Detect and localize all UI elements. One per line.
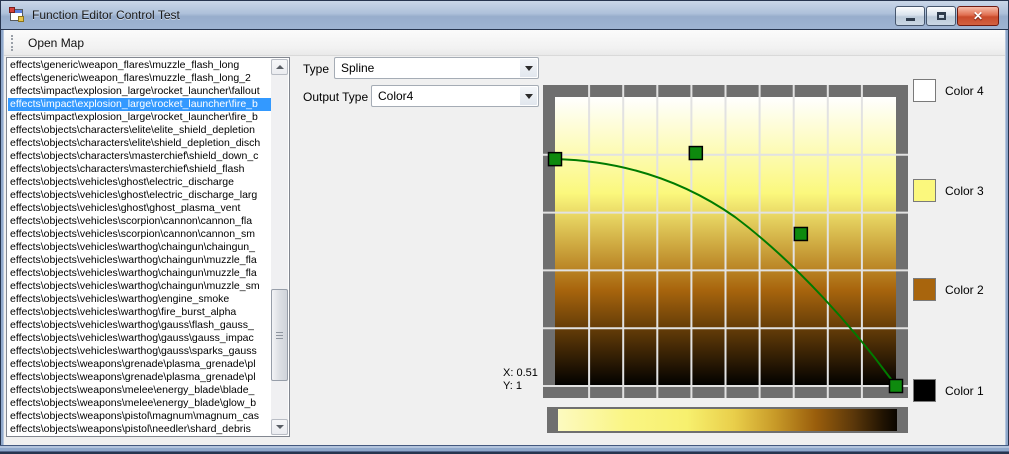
list-item[interactable]: effects\objects\characters\elite\elite_s… [10, 124, 255, 136]
list-item[interactable]: effects\impact\explosion_large\rocket_la… [8, 98, 271, 111]
list-item[interactable]: effects\impact\explosion_large\rocket_la… [10, 111, 258, 123]
window-border-bottom [0, 445, 1009, 454]
type-label: Type [303, 62, 330, 76]
window-border-right [1005, 30, 1009, 445]
minimize-icon [905, 18, 915, 21]
title-bar[interactable]: Function Editor Control Test ✕ [0, 0, 1009, 30]
x-coordinate: X: 0.51 [503, 367, 538, 379]
toolbar: Open Map [4, 30, 1005, 56]
effects-listbox[interactable]: effects\generic\weapon_flares\muzzle_fla… [6, 57, 290, 437]
output-type-combobox-value: Color4 [378, 89, 414, 103]
color4-label: Color 4 [945, 83, 984, 98]
list-item[interactable]: effects\objects\vehicles\ghost\electric_… [10, 176, 234, 188]
curve-control-point[interactable] [888, 378, 904, 394]
editor-svg [543, 85, 908, 398]
color2-swatch[interactable] [913, 278, 936, 301]
list-item[interactable]: effects\objects\vehicles\warthog\gauss\s… [10, 345, 257, 357]
list-scrollbar[interactable] [271, 59, 288, 435]
list-item[interactable]: effects\objects\weapons\melee\energy_bla… [10, 384, 255, 396]
list-item[interactable]: effects\objects\vehicles\warthog\chaingu… [10, 254, 257, 266]
curve-control-point[interactable] [793, 226, 809, 242]
scrollbar-up-button[interactable] [271, 59, 288, 75]
editor-grid [543, 85, 908, 398]
list-item[interactable]: effects\objects\weapons\pistol\needler\s… [10, 423, 251, 435]
y-coordinate: Y: 1 [503, 380, 522, 392]
type-combobox-dropdown-button[interactable] [520, 59, 537, 77]
caption-buttons: ✕ [895, 6, 999, 26]
list-item[interactable]: effects\objects\vehicles\warthog\gauss\f… [10, 319, 254, 331]
close-button[interactable]: ✕ [957, 6, 999, 26]
list-item[interactable]: effects\objects\characters\masterchief\s… [10, 150, 259, 162]
color1-label: Color 1 [945, 383, 984, 398]
app-icon [9, 7, 25, 23]
color3-row: Color 3 [913, 179, 1009, 202]
output-type-combobox-dropdown-button[interactable] [520, 87, 537, 105]
list-item[interactable]: effects\generic\weapon_flares\muzzle_fla… [10, 72, 251, 84]
list-item[interactable]: effects\generic\weapon_flares\muzzle_fla… [10, 59, 240, 71]
maximize-icon [936, 12, 946, 20]
output-type-combobox[interactable]: Color4 [371, 85, 539, 107]
scrollbar-grip-icon [276, 335, 283, 336]
close-icon: ✕ [972, 9, 984, 23]
list-item[interactable]: effects\objects\weapons\grenade\plasma_g… [10, 358, 256, 370]
curve-control-point[interactable] [688, 145, 704, 161]
window-border-left [0, 30, 4, 445]
open-map-button[interactable]: Open Map [28, 36, 85, 50]
chevron-down-icon [524, 65, 533, 71]
arrow-up-icon [275, 65, 284, 69]
list-item[interactable]: effects\objects\vehicles\warthog\fire_bu… [10, 306, 237, 318]
list-item[interactable]: effects\objects\vehicles\ghost\ghost_pla… [10, 202, 241, 214]
spline-curve [554, 158, 897, 387]
window-title: Function Editor Control Test [32, 8, 180, 22]
list-item[interactable]: effects\objects\vehicles\scorpion\cannon… [10, 215, 253, 227]
list-item[interactable]: effects\objects\vehicles\warthog\engine_… [10, 293, 230, 305]
effects-list-rows: effects\generic\weapon_flares\muzzle_fla… [8, 59, 271, 435]
list-item[interactable]: effects\objects\vehicles\scorpion\cannon… [10, 228, 255, 240]
type-combobox-value: Spline [341, 61, 375, 75]
chevron-down-icon [524, 93, 533, 99]
type-combobox[interactable]: Spline [334, 57, 539, 79]
color4-swatch[interactable] [913, 79, 936, 102]
list-item[interactable]: effects\objects\vehicles\warthog\chaingu… [10, 267, 257, 279]
curve-control-point[interactable] [547, 151, 563, 167]
scrollbar-down-button[interactable] [271, 419, 288, 435]
list-item[interactable]: effects\objects\vehicles\warthog\chaingu… [10, 280, 260, 292]
list-item[interactable]: effects\impact\explosion_large\rocket_la… [10, 85, 260, 97]
list-item[interactable]: effects\objects\weapons\grenade\plasma_g… [10, 371, 256, 383]
maximize-button[interactable] [926, 6, 956, 26]
color3-swatch[interactable] [913, 179, 936, 202]
color1-row: Color 1 [913, 379, 1009, 402]
gradient-preview-bar [547, 407, 908, 433]
list-item[interactable]: effects\objects\characters\masterchief\s… [10, 163, 245, 175]
list-item[interactable]: effects\objects\weapons\melee\energy_bla… [10, 397, 257, 409]
arrow-down-icon [275, 425, 284, 429]
toolbar-grip-icon[interactable] [11, 35, 14, 51]
list-item[interactable]: effects\objects\weapons\pistol\magnum\ma… [10, 410, 260, 422]
function-editor-canvas[interactable] [543, 85, 908, 398]
curve-points [547, 145, 904, 394]
gradient-preview [558, 409, 897, 431]
cursor-coordinates: X: 0.51 Y: 1 [503, 367, 538, 393]
list-item[interactable]: effects\objects\vehicles\ghost\electric_… [10, 189, 258, 201]
color1-swatch[interactable] [913, 379, 936, 402]
color2-row: Color 2 [913, 278, 1009, 301]
color3-label: Color 3 [945, 183, 984, 198]
list-item[interactable]: effects\objects\vehicles\warthog\chaingu… [10, 241, 255, 253]
color4-row: Color 4 [913, 79, 1009, 102]
list-item[interactable]: effects\objects\vehicles\warthog\gauss\g… [10, 332, 254, 344]
list-item[interactable]: effects\objects\characters\elite\shield_… [10, 137, 261, 149]
color2-label: Color 2 [945, 282, 984, 297]
minimize-button[interactable] [895, 6, 925, 26]
scrollbar-thumb[interactable] [271, 289, 288, 381]
output-type-label: Output Type [303, 90, 369, 104]
